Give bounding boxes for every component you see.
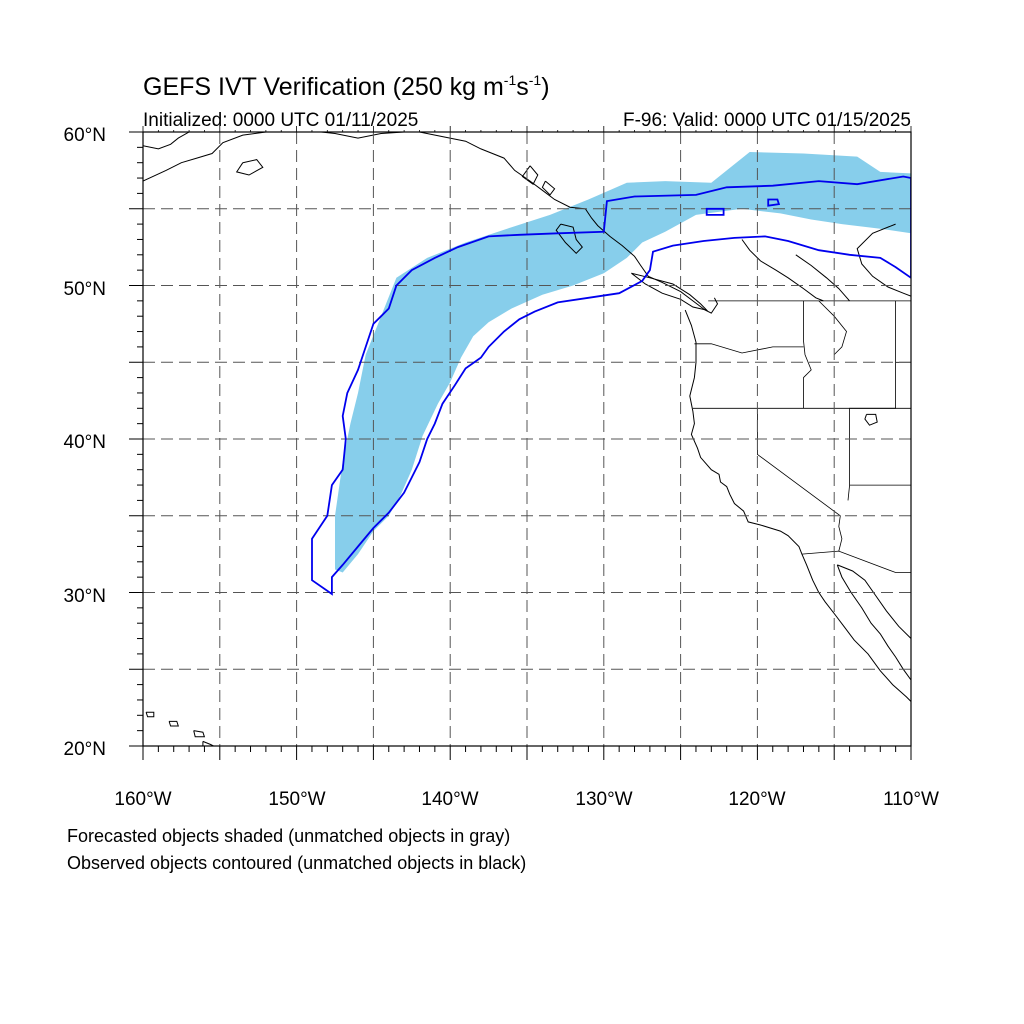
coastline	[168, 720, 179, 727]
initialized-time: Initialized: 0000 UTC 01/11/2025	[143, 110, 419, 131]
coastline	[143, 132, 266, 182]
coastline	[555, 223, 583, 255]
observed-object-contour	[767, 198, 781, 207]
lat-label-20n: 20°N	[64, 739, 106, 760]
forecast-legend-note: Forecasted objects shaded (unmatched obj…	[67, 826, 511, 846]
lat-label-30n: 30°N	[64, 586, 106, 607]
coastline	[631, 272, 709, 311]
forecast-objects-layer	[335, 152, 911, 573]
lon-label-160w: 160°W	[114, 789, 171, 810]
coastline-layer	[143, 132, 911, 746]
forecast-object	[335, 152, 911, 573]
coastline	[521, 165, 539, 185]
lon-label-110w: 110°W	[883, 789, 939, 810]
state-border	[847, 300, 896, 501]
lat-label-50n: 50°N	[64, 279, 106, 300]
observed-object-contour	[705, 207, 725, 216]
valid-time: F-96: Valid: 0000 UTC 01/15/2025	[623, 110, 911, 131]
title-exponent-2: -1	[528, 72, 542, 88]
title-suffix: )	[541, 73, 550, 101]
coastline	[541, 180, 556, 196]
coastline	[321, 132, 405, 139]
coastline	[419, 132, 719, 314]
state-border	[694, 343, 804, 354]
title-prefix: GEFS IVT Verification (250 kg m	[143, 73, 504, 101]
lat-label-60n: 60°N	[64, 125, 106, 146]
state-border	[803, 300, 812, 409]
state-border	[818, 300, 847, 355]
coastline	[836, 564, 911, 681]
observed-objects-layer	[311, 175, 911, 596]
gridlines-layer	[143, 132, 911, 746]
coastline	[856, 223, 911, 297]
state-border	[801, 550, 911, 573]
coastline	[795, 254, 850, 302]
state-border	[757, 408, 843, 552]
axis-ticks	[129, 126, 912, 760]
axis-labels: 60°N 50°N 40°N 30°N 20°N 160°W 150°W 140…	[64, 125, 939, 810]
map-title: GEFS IVT Verification (250 kg m-1s-1)	[143, 72, 550, 102]
coastline	[145, 711, 155, 718]
coastline	[235, 159, 264, 176]
lon-label-130w: 130°W	[575, 789, 632, 810]
plot-area	[143, 132, 911, 746]
coastline	[837, 564, 911, 639]
observed-object-contour	[311, 175, 911, 596]
lake-outline	[864, 413, 878, 426]
lon-label-120w: 120°W	[728, 789, 785, 810]
lon-label-140w: 140°W	[421, 789, 478, 810]
title-mid: s	[516, 73, 529, 101]
coastline	[143, 132, 190, 150]
coastline	[684, 309, 911, 702]
coastline	[193, 730, 206, 738]
lon-label-150w: 150°W	[268, 789, 325, 810]
coastline	[741, 239, 824, 302]
observed-legend-note: Observed objects contoured (unmatched ob…	[67, 853, 527, 873]
coastline	[202, 740, 215, 746]
border-layer	[692, 300, 911, 573]
lat-label-40n: 40°N	[64, 432, 106, 453]
title-exponent-1: -1	[503, 72, 517, 88]
